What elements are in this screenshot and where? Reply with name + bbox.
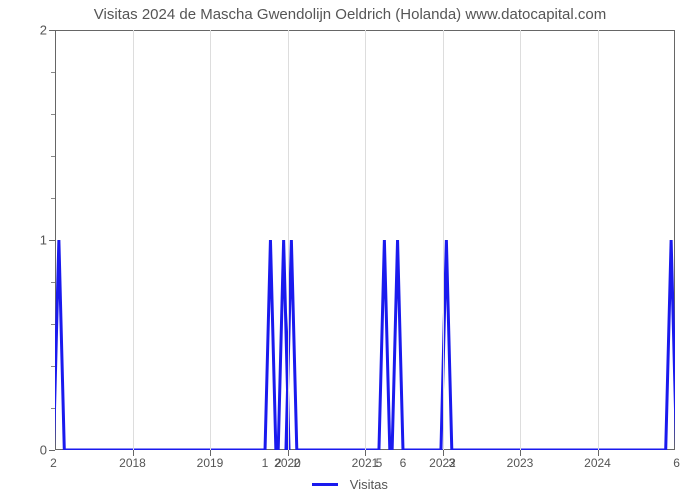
peak-label: 2 <box>293 456 300 470</box>
gridline <box>365 30 366 450</box>
y-tick-label: 0 <box>27 443 47 458</box>
y-minor-tick <box>51 114 55 115</box>
gridline <box>443 30 444 450</box>
peak-label: 6 <box>673 456 680 470</box>
peak-label: 6 <box>400 456 407 470</box>
legend-label: Visitas <box>350 477 388 492</box>
chart-title: Visitas 2024 de Mascha Gwendolijn Oeldri… <box>0 6 700 23</box>
gridline <box>133 30 134 450</box>
peak-label: 1 <box>262 456 269 470</box>
plot-area: 201820192020202120222023202401221225636 <box>55 30 675 450</box>
legend: Visitas <box>0 476 700 492</box>
peak-label: 2 <box>50 456 57 470</box>
y-minor-tick <box>51 366 55 367</box>
x-tick-label: 2024 <box>584 456 611 470</box>
y-minor-tick <box>51 156 55 157</box>
peak-label: 2 <box>275 456 282 470</box>
gridline <box>598 30 599 450</box>
y-minor-tick <box>51 282 55 283</box>
y-minor-tick <box>51 198 55 199</box>
gridline <box>520 30 521 450</box>
peak-label: 5 <box>376 456 383 470</box>
y-minor-tick <box>51 408 55 409</box>
y-minor-tick <box>51 72 55 73</box>
y-tick <box>49 450 55 451</box>
gridline <box>210 30 211 450</box>
y-tick-label: 2 <box>27 23 47 38</box>
peak-label: 3 <box>448 456 455 470</box>
x-tick-label: 2021 <box>352 456 379 470</box>
y-tick-label: 1 <box>27 233 47 248</box>
gridline <box>288 30 289 450</box>
chart-container: Visitas 2024 de Mascha Gwendolijn Oeldri… <box>0 0 700 500</box>
x-tick-label: 2019 <box>197 456 224 470</box>
x-tick-label: 2023 <box>507 456 534 470</box>
legend-swatch <box>312 483 338 486</box>
y-minor-tick <box>51 324 55 325</box>
y-tick <box>49 30 55 31</box>
y-tick <box>49 240 55 241</box>
x-tick-label: 2018 <box>119 456 146 470</box>
